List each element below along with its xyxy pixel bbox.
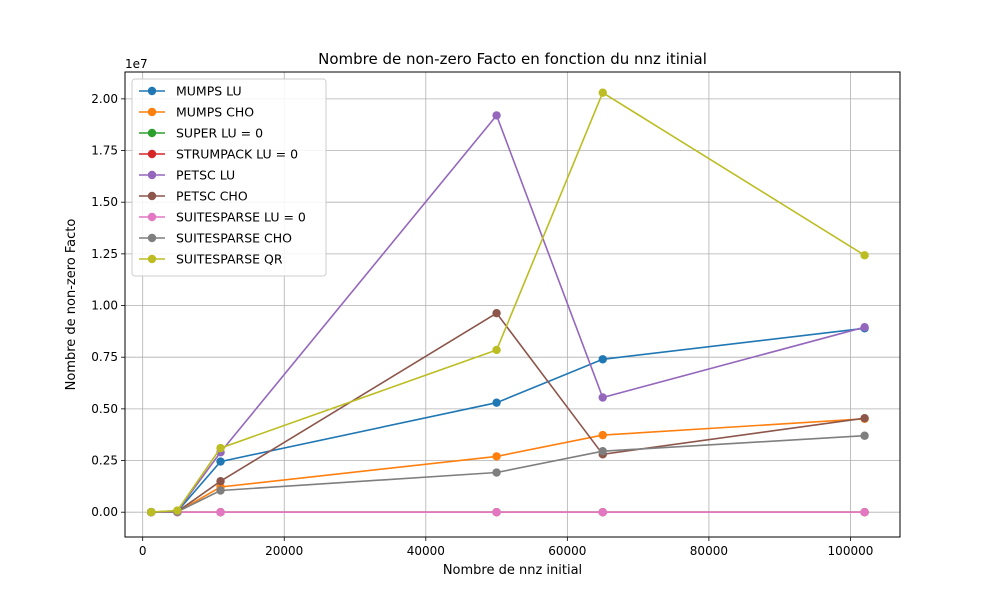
legend-marker xyxy=(147,191,157,201)
data-point xyxy=(860,251,869,260)
plot-frame xyxy=(124,71,901,538)
x-tick-label: 0 xyxy=(139,544,147,558)
data-point xyxy=(492,345,501,355)
data-point xyxy=(598,393,607,402)
legend-item: SUITESPARSE LU = 0 xyxy=(139,210,306,225)
data-point xyxy=(860,323,869,332)
legend-label: SUITESPARSE CHO xyxy=(176,231,292,246)
data-point xyxy=(860,508,869,517)
x-tick-label: 80000 xyxy=(690,544,728,558)
data-point xyxy=(492,111,501,120)
series-line xyxy=(151,434,865,513)
x-tick-label: 40000 xyxy=(407,544,445,558)
legend-item: PETSC CHO xyxy=(139,189,248,204)
data-point xyxy=(598,430,607,440)
data-point xyxy=(492,398,501,407)
chart-title: Nombre de non-zero Facto en fonction du … xyxy=(318,50,707,68)
data-point xyxy=(860,413,869,423)
y-tick-label: 2.00 xyxy=(91,92,118,106)
y-tick-label: 1.50 xyxy=(91,195,118,209)
legend-marker xyxy=(147,149,157,159)
axis-ticks: 0 20000 40000 60000 80000 100000 0.00 0.25 0.50 0… xyxy=(91,92,873,558)
data-point xyxy=(216,486,225,495)
legend-item: SUPER LU = 0 xyxy=(139,126,263,141)
legend-item: MUMPS CHO xyxy=(139,105,254,120)
y-axis-label: Nombre de non-zero Facto xyxy=(64,219,79,391)
legend-marker xyxy=(147,107,157,117)
legend-marker xyxy=(147,254,157,264)
legend-box xyxy=(131,78,327,277)
y-tick-label: 0.50 xyxy=(91,402,118,416)
legend-label: SUITESPARSE QR xyxy=(176,252,283,267)
series-layer xyxy=(146,88,869,517)
data-point xyxy=(492,308,501,318)
data-point xyxy=(146,507,156,517)
x-tick-label: 60000 xyxy=(548,544,586,558)
series-suitesparse-qr xyxy=(146,88,869,517)
legend-marker xyxy=(147,212,157,222)
legend-label: MUMPS CHO xyxy=(176,105,254,120)
data-point xyxy=(216,443,225,453)
y-tick-label: 0.25 xyxy=(91,454,118,468)
data-point xyxy=(860,431,869,440)
y-tick-label: 1.00 xyxy=(91,299,118,313)
legend-item: MUMPS LU xyxy=(139,84,242,99)
data-point xyxy=(173,506,182,515)
legend-marker xyxy=(147,233,157,243)
series-line xyxy=(151,91,866,513)
data-point xyxy=(598,447,607,456)
legend: MUMPS LU MUMPS CHO SUPER LU = 0 STRUMPACK L… xyxy=(131,78,327,277)
y-tick-label: 0.00 xyxy=(91,505,118,519)
legend-label: PETSC LU xyxy=(176,168,235,183)
legend-label: PETSC CHO xyxy=(176,189,248,204)
data-point xyxy=(598,508,607,517)
x-tick-label: 100000 xyxy=(828,544,874,558)
x-axis-label: Nombre de nnz initial xyxy=(443,563,582,578)
legend-label: STRUMPACK LU = 0 xyxy=(176,147,298,162)
legend-item: STRUMPACK LU = 0 xyxy=(139,147,298,162)
legend-marker xyxy=(147,128,157,138)
data-point xyxy=(216,477,225,486)
data-point xyxy=(598,88,607,97)
data-point xyxy=(492,468,501,477)
x-tick-label: 20000 xyxy=(265,544,303,558)
y-tick-label: 1.25 xyxy=(91,247,118,261)
data-point xyxy=(492,452,501,461)
data-point xyxy=(492,508,501,517)
legend-item: SUITESPARSE CHO xyxy=(139,231,292,246)
data-point xyxy=(598,355,607,364)
legend-marker xyxy=(147,86,157,96)
y-axis-offset-label: 1e7 xyxy=(125,57,148,71)
legend-item: SUITESPARSE QR xyxy=(139,252,283,267)
legend-item: PETSC LU xyxy=(139,168,235,183)
y-tick-label: 0.75 xyxy=(91,350,118,364)
data-point xyxy=(216,457,225,466)
y-tick-label: 1.75 xyxy=(91,144,118,158)
data-point xyxy=(216,508,225,517)
legend-marker xyxy=(147,170,157,180)
legend-label: MUMPS LU xyxy=(176,84,242,99)
legend-label: SUPER LU = 0 xyxy=(176,126,263,141)
legend-label: SUITESPARSE LU = 0 xyxy=(176,210,306,225)
